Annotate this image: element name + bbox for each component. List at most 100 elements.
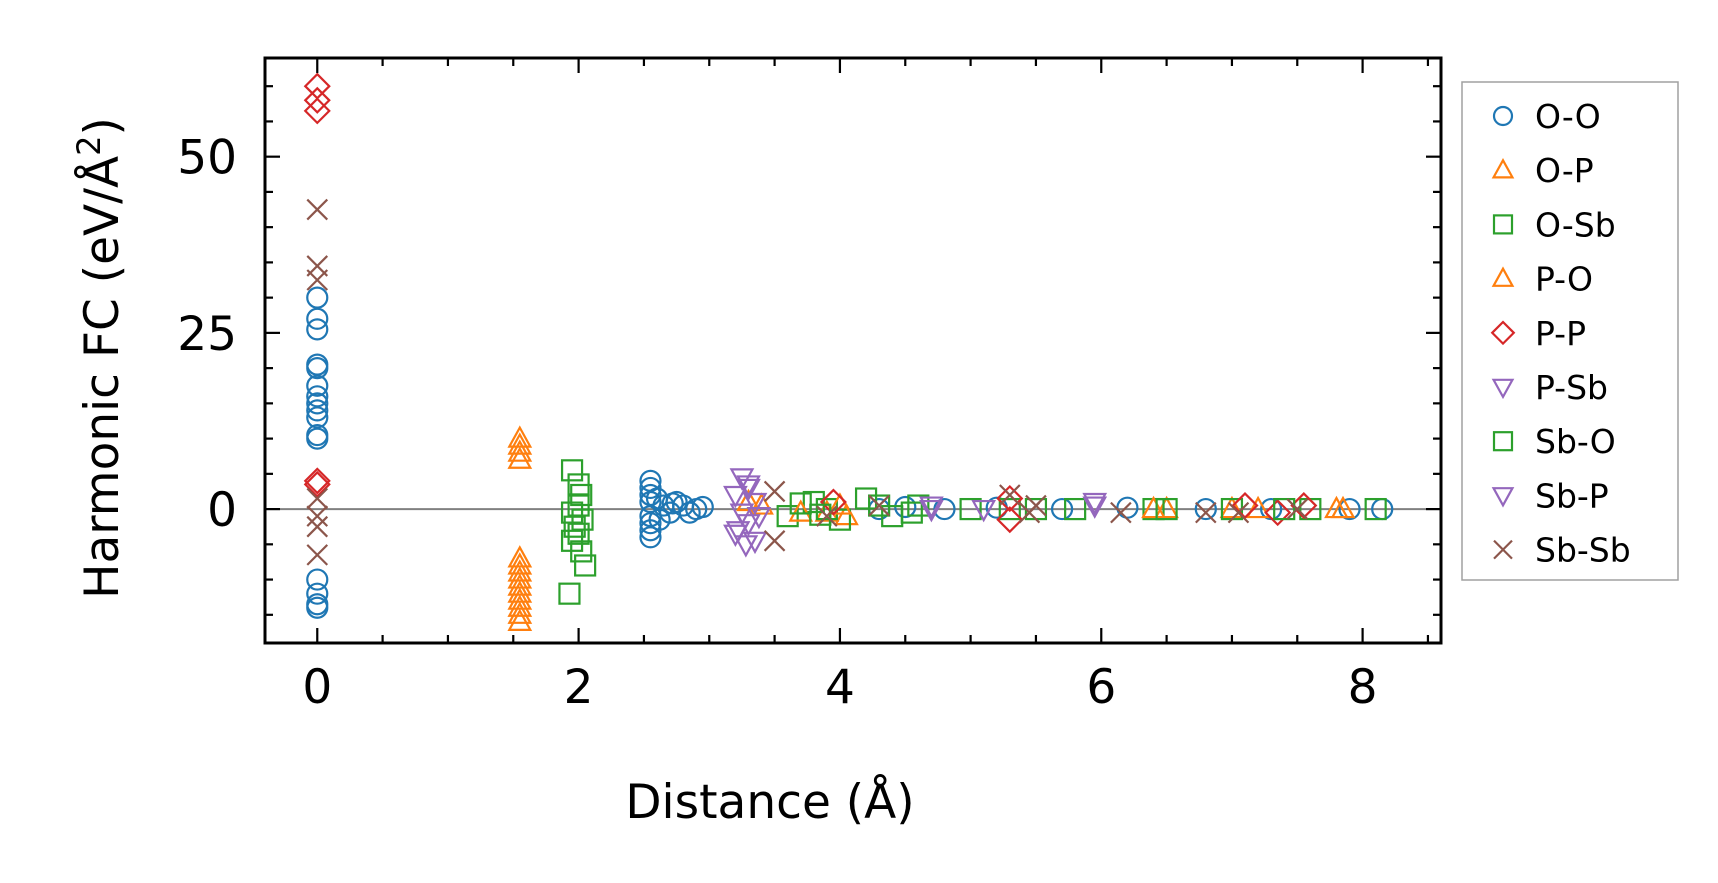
legend-entry-O-P: O-P: [1491, 151, 1594, 190]
data-point: [507, 432, 533, 455]
legend-entry-P-O: P-O: [1491, 260, 1593, 299]
data-point: [827, 492, 853, 515]
legend-marker: [1492, 105, 1514, 127]
data-point: [507, 601, 533, 624]
data-point: [306, 198, 329, 221]
data-point: [507, 608, 533, 631]
data-point: [560, 459, 584, 482]
x-tick-label: 2: [564, 660, 594, 715]
data-point: [306, 568, 329, 591]
data-point: [306, 385, 329, 408]
legend-marker: [1491, 158, 1515, 179]
data-point: [868, 494, 891, 517]
legend-entry-O-Sb: O-Sb: [1492, 205, 1616, 244]
y-axis-label-closing: ): [75, 117, 130, 135]
data-point: [567, 522, 590, 545]
data-point: [776, 505, 799, 528]
data-point: [1286, 498, 1309, 520]
data-point: [1082, 496, 1108, 519]
ticks-layer: 0 2 4 6 8 0 25 50: [177, 58, 1441, 715]
data-point: [723, 485, 748, 509]
data-point: [507, 594, 533, 617]
data-point: [971, 499, 997, 523]
legend-label: Sb-Sb: [1535, 531, 1631, 570]
series-P-O: [736, 488, 1349, 522]
data-point: [868, 494, 890, 517]
data-point: [639, 512, 662, 535]
data-point: [742, 531, 768, 555]
legend-marker: [1492, 214, 1514, 235]
data-point: [306, 399, 329, 422]
data-point: [306, 392, 329, 415]
series-O-P: [507, 425, 1356, 631]
data-point: [854, 487, 878, 510]
data-point: [996, 506, 1024, 534]
data-point: [639, 526, 662, 549]
data-point: [306, 307, 329, 330]
data-point: [303, 97, 331, 125]
data-point: [306, 357, 329, 380]
data-point: [736, 478, 761, 502]
data-point: [1264, 499, 1292, 527]
data-point: [763, 480, 786, 503]
series-Sb-Sb: [306, 198, 1309, 566]
data-point: [999, 484, 1021, 506]
legend-entry-Sb-O: Sb-O: [1492, 422, 1616, 461]
data-point: [306, 406, 329, 429]
data-point: [306, 318, 329, 341]
data-point: [661, 492, 684, 515]
data-point: [919, 499, 944, 523]
data-point: [507, 439, 533, 462]
legend-label: P-P: [1535, 314, 1586, 353]
data-point: [306, 374, 329, 397]
y-axis-label-superscript: 2: [70, 135, 108, 155]
series-P-P: [303, 72, 1318, 534]
data-point: [788, 499, 814, 522]
data-point: [919, 496, 944, 519]
legend-marker: [1493, 539, 1513, 560]
data-point: [1141, 495, 1166, 519]
data-point: [570, 540, 593, 563]
legend-entry-O-O: O-O: [1492, 97, 1601, 136]
data-point: [819, 488, 847, 516]
y-tick-label: 0: [207, 483, 237, 538]
data-point: [1290, 492, 1318, 520]
legend-label: Sb-O: [1535, 422, 1616, 461]
data-point: [763, 530, 786, 552]
data-point: [563, 515, 586, 538]
data-point: [1110, 501, 1132, 524]
data-point: [809, 503, 832, 526]
data-point: [802, 490, 825, 514]
x-tick-label: 0: [302, 660, 332, 715]
legend-label: P-O: [1535, 260, 1593, 299]
legend: O-O O-P O-Sb P-O P-P P-Sb Sb-O Sb-P Sb-Sb: [1461, 81, 1679, 581]
legend-label: O-O: [1535, 97, 1601, 136]
data-point: [639, 476, 662, 500]
data-point: [1231, 492, 1259, 520]
data-point: [1245, 495, 1271, 519]
plot-frame: [263, 56, 1443, 645]
data-point: [1195, 501, 1217, 524]
data-point: [1064, 497, 1087, 521]
data-point: [1155, 497, 1178, 521]
legend-label: O-P: [1535, 151, 1594, 190]
y-axis-label-main: Harmonic FC (eV/Å: [75, 156, 130, 599]
data-point: [303, 86, 331, 114]
series-Sb-O: [789, 492, 1296, 526]
data-point: [1050, 497, 1074, 521]
data-point: [306, 269, 329, 291]
y-axis-label: Harmonic FC (eV/Å2): [70, 117, 130, 599]
data-point: [1082, 492, 1108, 516]
series-Sb-P: [725, 478, 1108, 544]
data-point: [567, 494, 590, 517]
data-point: [1194, 497, 1217, 521]
data-point: [900, 501, 923, 524]
x-tick-label: 8: [1348, 660, 1378, 715]
data-point: [746, 507, 772, 530]
x-axis-label: Distance (Å): [625, 775, 914, 830]
data-point: [998, 497, 1021, 521]
legend-entry-Sb-Sb: Sb-Sb: [1493, 531, 1631, 570]
data-point: [1338, 497, 1361, 521]
data-point: [306, 427, 329, 450]
